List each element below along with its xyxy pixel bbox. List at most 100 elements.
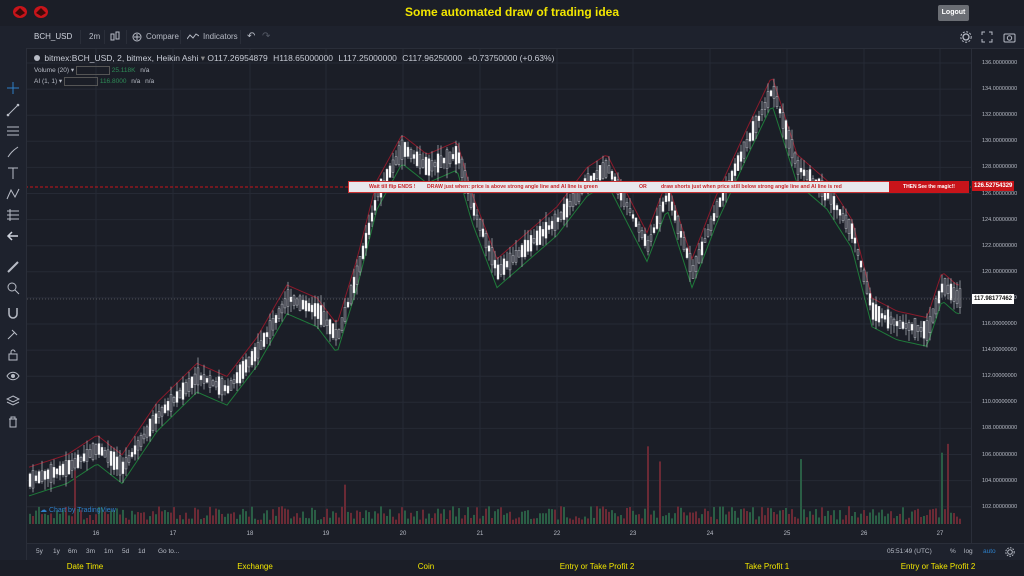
auto-toggle[interactable]: auto [983, 548, 996, 555]
ai-label[interactable]: AI (1, 1) [34, 78, 58, 86]
volume-bar [137, 512, 139, 524]
percent-toggle[interactable]: % [950, 548, 956, 555]
layers-icon[interactable] [6, 394, 20, 408]
trash-icon[interactable] [6, 415, 20, 429]
candle-body [694, 256, 698, 272]
goto-button[interactable]: Go to... [158, 548, 180, 555]
candle-body [670, 201, 674, 211]
volume-label[interactable]: Volume (20) [34, 67, 70, 75]
candle-body [76, 454, 80, 469]
magnet-icon[interactable] [6, 306, 20, 320]
pattern-icon[interactable] [6, 187, 20, 201]
volume-bar [659, 461, 661, 524]
volume-bar [332, 511, 334, 524]
forecast-icon[interactable] [6, 208, 20, 222]
volume-bar [65, 507, 67, 524]
volume-bar [716, 519, 718, 524]
range-button-1m[interactable]: 1m [104, 548, 114, 555]
volume-bar [410, 512, 412, 524]
volume-bar [590, 506, 592, 524]
fullscreen-icon[interactable] [981, 31, 993, 43]
volume-bar [662, 516, 664, 524]
lock-icon[interactable] [6, 327, 20, 341]
indicators-button[interactable]: Indicators [203, 32, 238, 41]
candle-body [448, 151, 452, 165]
candle-body [397, 145, 401, 165]
log-toggle[interactable]: log [964, 548, 973, 555]
footer-coin: Coin [417, 562, 435, 571]
candle-body [892, 318, 896, 326]
volume-bar [107, 514, 109, 524]
candle-body [109, 451, 113, 466]
volume-bar [794, 516, 796, 524]
interval-button[interactable]: 2m [89, 32, 101, 41]
volume-bar [884, 516, 886, 524]
volume-bar [359, 511, 361, 524]
eye-icon[interactable] [6, 369, 20, 383]
tradingview-watermark[interactable]: ☁ Chart by TradingView [40, 506, 116, 514]
undo-icon[interactable]: ↶ [247, 31, 256, 42]
gear-icon[interactable] [1005, 547, 1015, 557]
volume-bar [344, 484, 346, 524]
legend-buttons-icon[interactable] [64, 77, 98, 86]
volume-bar [710, 516, 712, 524]
crosshair-icon[interactable] [6, 81, 20, 95]
volume-bar [71, 516, 73, 524]
volume-bar [722, 506, 724, 524]
range-button-1y[interactable]: 1y [53, 548, 60, 555]
zoom-icon[interactable] [6, 281, 20, 295]
volume-bar [791, 509, 793, 524]
symbol-search[interactable]: BCH_USD [34, 32, 73, 41]
settings-icon[interactable] [960, 31, 972, 43]
text-icon[interactable] [6, 166, 20, 180]
volume-bar [767, 507, 769, 524]
volume-bar [449, 510, 451, 524]
fib-icon[interactable] [6, 124, 20, 138]
volume-bar [572, 519, 574, 524]
price-chart[interactable] [0, 49, 971, 543]
volume-bar [326, 508, 328, 524]
candle-body [832, 196, 836, 210]
candle-body [532, 238, 536, 244]
volume-bar [98, 506, 100, 524]
candle-body [193, 373, 197, 385]
volume-bar [50, 513, 52, 524]
candle-body [733, 163, 737, 176]
chart-style-icon[interactable] [110, 31, 120, 43]
ruler-icon[interactable] [6, 260, 20, 274]
volume-bar [830, 515, 832, 524]
range-button-5d[interactable]: 5d [122, 548, 130, 555]
candle-body [295, 298, 299, 306]
candle-body [199, 375, 203, 381]
chart-pane[interactable] [0, 49, 971, 543]
arrow-icon[interactable] [6, 229, 20, 243]
series-title[interactable]: bitmex:BCH_USD, 2, bitmex, Heikin Ashi [44, 53, 199, 63]
logout-button[interactable]: Logout [938, 5, 969, 21]
compare-button[interactable]: Compare [146, 32, 179, 41]
volume-bar [488, 506, 490, 524]
volume-bar [323, 517, 325, 524]
range-button-6m[interactable]: 6m [68, 548, 78, 555]
lock-icon[interactable] [6, 348, 20, 362]
camera-icon[interactable] [1003, 31, 1016, 43]
redo-icon[interactable]: ↷ [262, 31, 271, 42]
brush-icon[interactable] [6, 145, 20, 159]
volume-bar [194, 507, 196, 524]
candle-body [112, 451, 116, 470]
candle-body [70, 459, 74, 471]
range-button-3m[interactable]: 3m [86, 548, 96, 555]
trendline-icon[interactable] [6, 103, 20, 117]
candle-body [856, 249, 860, 256]
volume-bar [398, 513, 400, 524]
volume-bar [131, 510, 133, 524]
range-button-5y[interactable]: 5y [36, 548, 43, 555]
time-tick-label: 26 [860, 531, 868, 537]
time-tick-label: 24 [706, 531, 714, 537]
toolbar-divider [80, 30, 81, 44]
volume-bar [143, 512, 145, 524]
range-button-1d[interactable]: 1d [138, 548, 146, 555]
candle-body [790, 139, 794, 159]
legend-buttons-icon[interactable] [75, 66, 110, 75]
volume-bar [839, 510, 841, 524]
candle-body [172, 397, 176, 403]
